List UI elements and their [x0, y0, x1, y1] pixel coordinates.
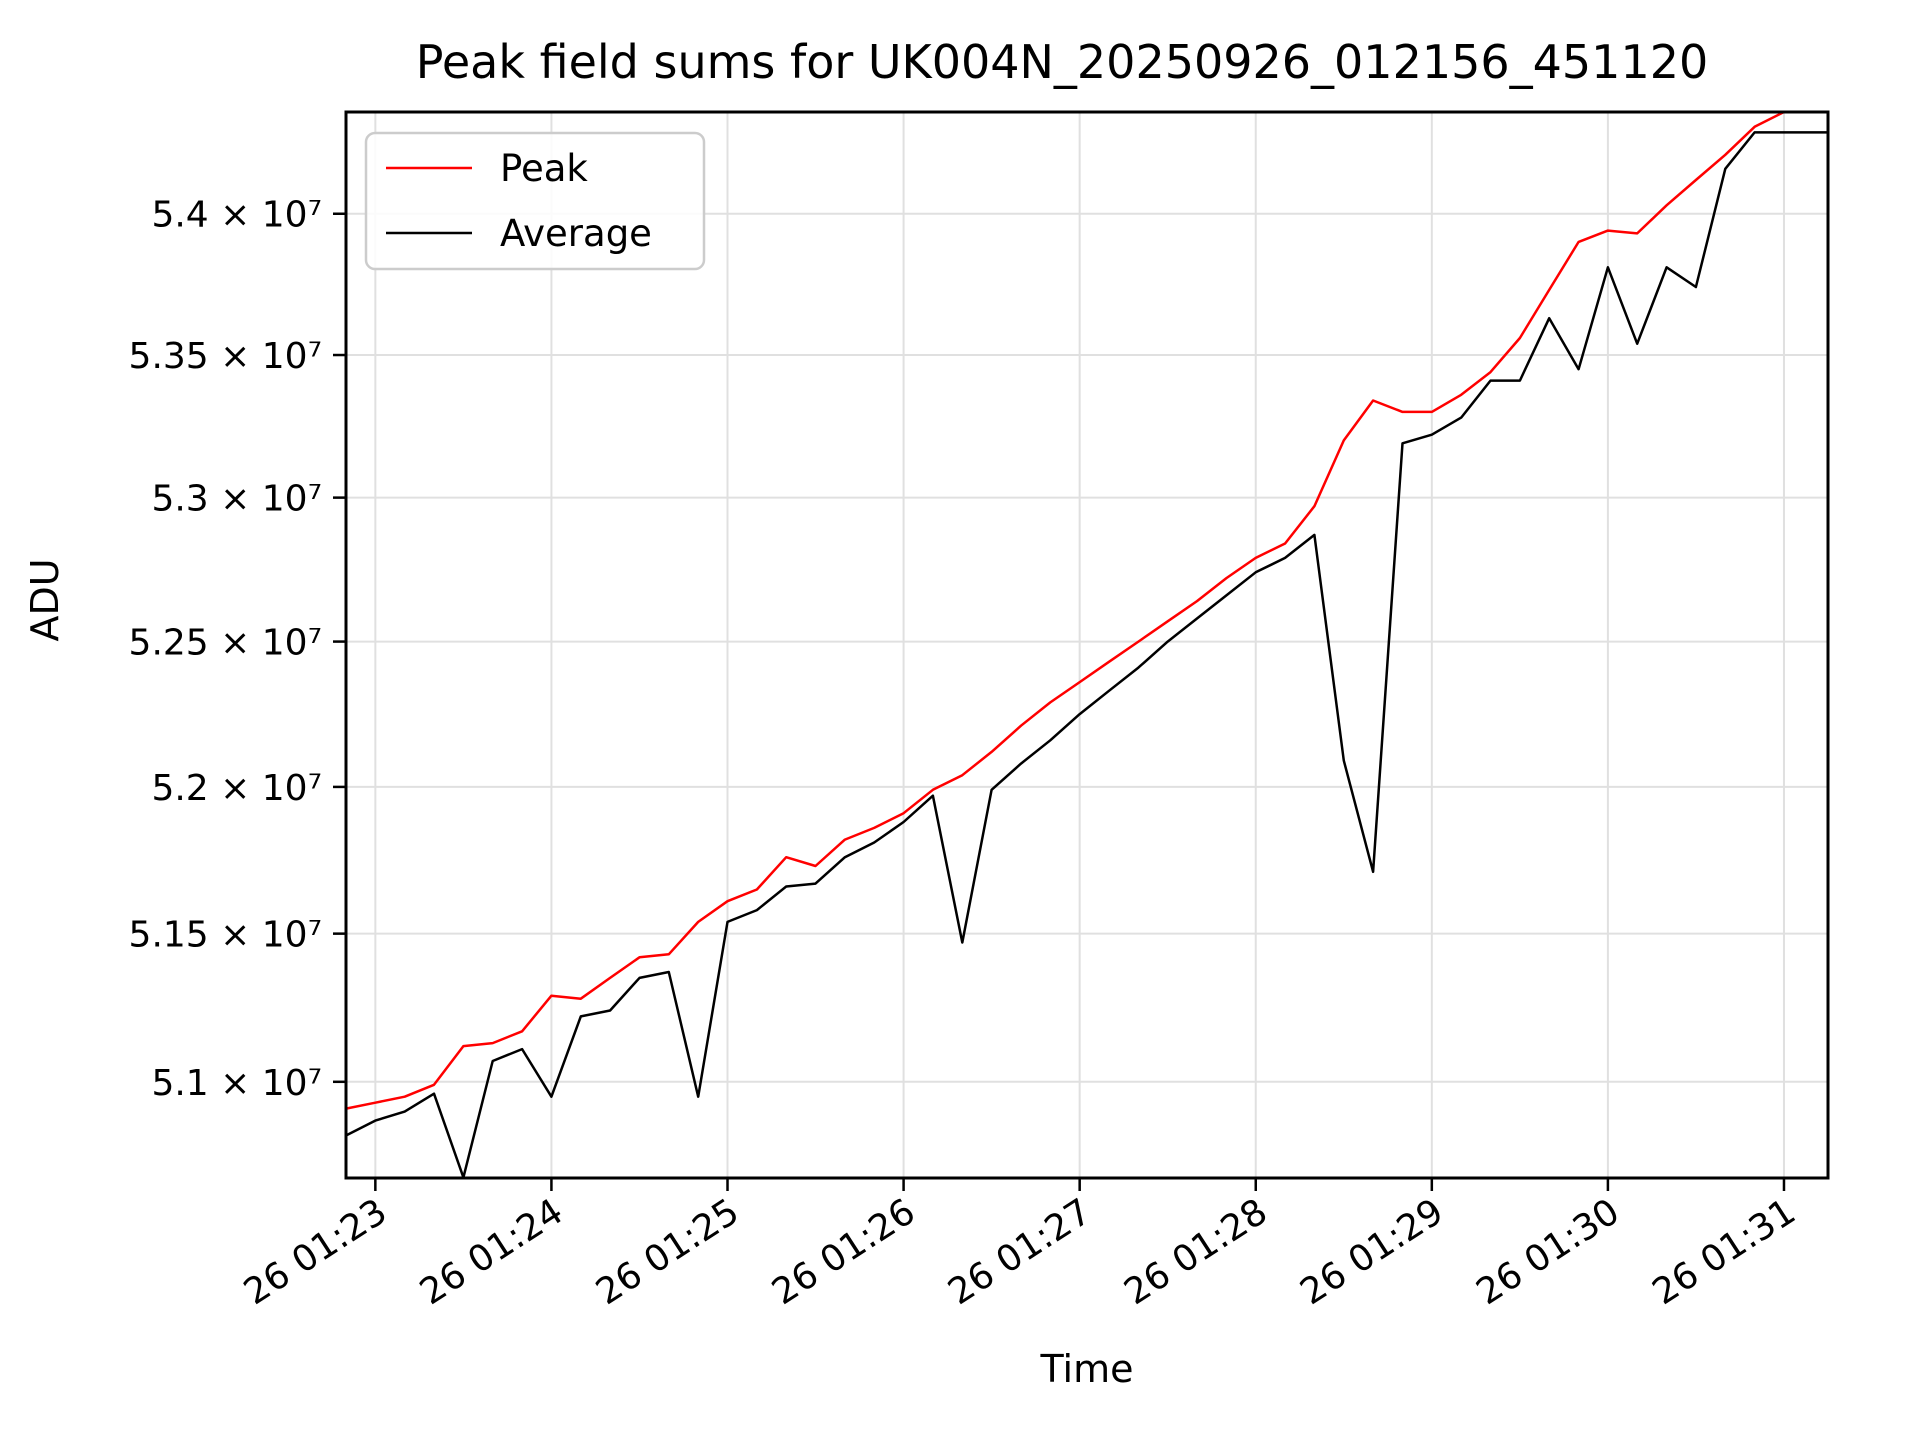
legend-label-peak: Peak: [500, 147, 588, 190]
y-tick-label: 5.4 × 10⁷: [151, 195, 322, 236]
x-tick-label: 26 01:31: [1646, 1191, 1803, 1313]
legend: Peak Average: [364, 131, 706, 271]
x-tick-label: 26 01:26: [765, 1191, 922, 1313]
y-tick-label: 5.1 × 10⁷: [151, 1063, 322, 1104]
axes-frame: [344, 110, 1830, 1180]
x-tick-label: 26 01:23: [237, 1191, 394, 1313]
series-line-peak: [345, 110, 1828, 1110]
legend-label-average: Average: [500, 212, 652, 255]
x-tick-label: 26 01:25: [589, 1191, 746, 1313]
series-layer: [345, 110, 1828, 1179]
y-tick-label: 5.35 × 10⁷: [129, 336, 322, 377]
series-line-average: [345, 131, 1828, 1179]
x-tick-label: 26 01:29: [1293, 1191, 1450, 1313]
tick-layer: 26 01:23 26 01:24 26 01:25 26 01:26 26 01:27…: [129, 195, 1803, 1313]
y-tick-label: 5.2 × 10⁷: [151, 768, 322, 809]
y-tick-label: 5.3 × 10⁷: [151, 479, 322, 520]
x-axis-label: Time: [1040, 1347, 1134, 1391]
y-tick-label: 5.25 × 10⁷: [129, 623, 322, 664]
chart-title: Peak field sums for UK004N_20250926_0121…: [416, 35, 1709, 89]
y-tick-label: 5.15 × 10⁷: [129, 915, 322, 956]
x-tick-label: 26 01:28: [1117, 1191, 1274, 1313]
x-tick-label: 26 01:27: [941, 1191, 1098, 1313]
x-tick-label: 26 01:30: [1469, 1191, 1626, 1313]
y-axis-label: ADU: [23, 558, 67, 641]
grid-layer: [346, 112, 1828, 1178]
x-tick-label: 26 01:24: [413, 1191, 570, 1313]
